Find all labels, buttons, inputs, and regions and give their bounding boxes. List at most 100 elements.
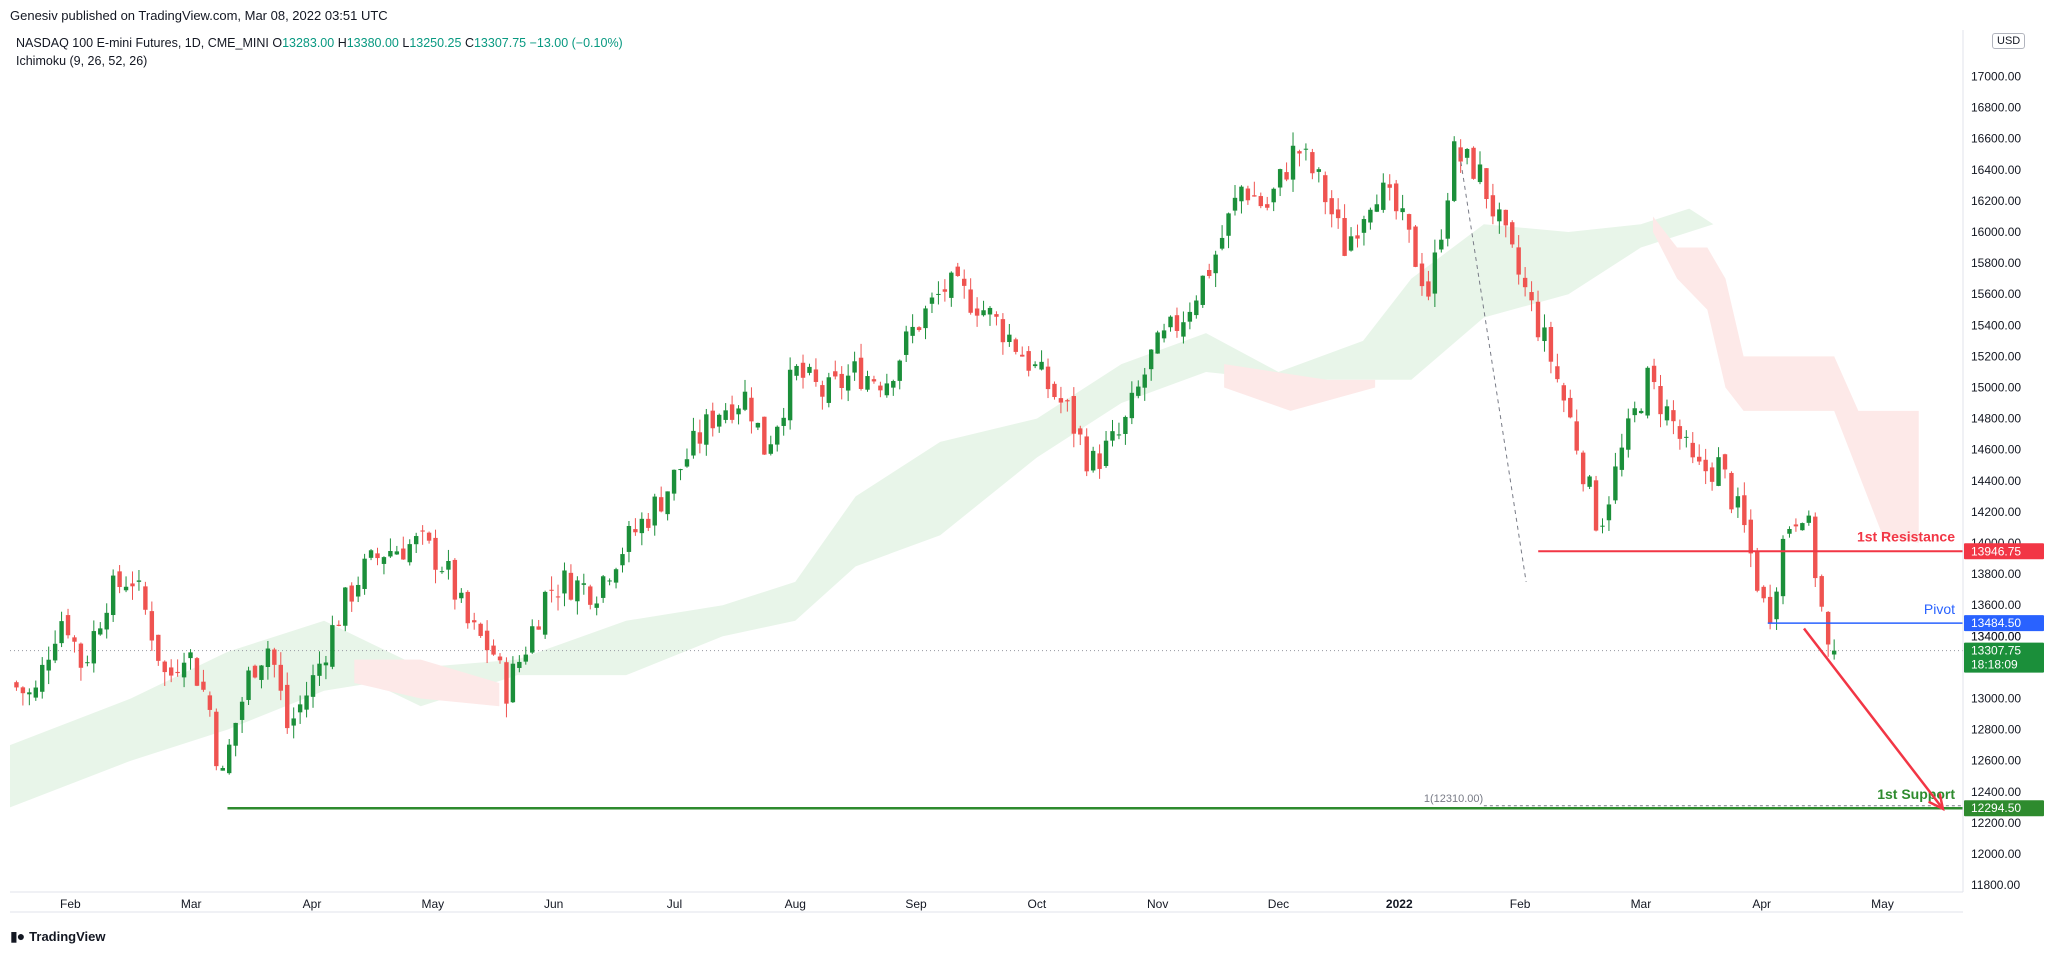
candle-body bbox=[413, 536, 419, 545]
candle bbox=[1020, 346, 1025, 357]
candle-body bbox=[98, 628, 103, 635]
candle-body bbox=[220, 768, 225, 771]
candle-body bbox=[1774, 591, 1779, 620]
candle bbox=[368, 549, 374, 561]
candle bbox=[1174, 307, 1180, 338]
time-axis-tick: Oct bbox=[1028, 897, 1047, 911]
candle bbox=[530, 619, 535, 654]
candle-body bbox=[1580, 452, 1586, 485]
candle bbox=[923, 305, 928, 340]
candle-body bbox=[1432, 252, 1438, 294]
candle bbox=[517, 655, 522, 673]
legend-line-1: NASDAQ 100 E-mini Futures, 1D, CME_MINI … bbox=[16, 34, 623, 52]
candle bbox=[878, 381, 883, 398]
candle bbox=[1548, 321, 1554, 374]
candle bbox=[1026, 346, 1031, 377]
tradingview-logo[interactable]: ▮● TradingView bbox=[10, 928, 106, 945]
candle bbox=[1239, 185, 1244, 214]
candle-body bbox=[1348, 236, 1354, 251]
candle bbox=[1406, 213, 1412, 243]
candle-body bbox=[523, 654, 528, 662]
candle bbox=[349, 582, 354, 612]
candle bbox=[1400, 194, 1405, 221]
candle-body bbox=[594, 603, 599, 608]
time-axis-tick: Feb bbox=[1510, 897, 1531, 911]
candle bbox=[259, 665, 264, 689]
candle bbox=[671, 469, 677, 501]
candle-body bbox=[349, 585, 354, 602]
candle-body bbox=[1219, 237, 1225, 249]
candle-body bbox=[736, 408, 741, 415]
candle-body bbox=[1226, 213, 1231, 236]
candle bbox=[1136, 380, 1141, 399]
fib-level-label: 1(12310.00) bbox=[1424, 793, 1483, 805]
time-axis-tick: Apr bbox=[1752, 897, 1771, 911]
time-axis-tick: 2022 bbox=[1386, 897, 1413, 911]
candle-body bbox=[317, 663, 322, 676]
candle-body bbox=[936, 293, 941, 295]
time-axis-tick: Dec bbox=[1268, 897, 1289, 911]
price-axis-tick: 12200.00 bbox=[1971, 816, 2021, 830]
indicator-name[interactable]: Ichimoku (9, 26, 52, 26) bbox=[16, 54, 148, 68]
candle bbox=[1013, 337, 1018, 355]
candle-body bbox=[1355, 235, 1360, 239]
candle bbox=[523, 646, 528, 665]
candle-body bbox=[478, 623, 483, 636]
support-price-badge-bg bbox=[1964, 800, 2044, 817]
candle bbox=[968, 278, 973, 315]
candle bbox=[98, 622, 103, 636]
candle-body bbox=[1090, 450, 1096, 471]
candle bbox=[1690, 432, 1695, 464]
candle-body bbox=[1613, 466, 1618, 501]
candle bbox=[252, 664, 258, 679]
candle bbox=[717, 413, 722, 433]
candle bbox=[1110, 419, 1115, 447]
candle-body bbox=[291, 718, 296, 726]
candle bbox=[59, 611, 64, 648]
candle-body bbox=[1477, 164, 1483, 183]
symbol-name[interactable]: NASDAQ 100 E-mini Futures, 1D, CME_MINI bbox=[16, 36, 269, 50]
candle-body bbox=[91, 631, 97, 664]
candle-body bbox=[987, 307, 993, 315]
candle bbox=[1368, 207, 1373, 230]
candle-body bbox=[149, 611, 155, 641]
candle-body bbox=[1722, 454, 1728, 470]
candle bbox=[1419, 252, 1425, 296]
candle-body bbox=[297, 704, 303, 713]
candle bbox=[1329, 190, 1334, 228]
candle-body bbox=[1020, 354, 1025, 357]
candle-body bbox=[1503, 209, 1508, 226]
currency-button[interactable]: USD bbox=[1992, 33, 2026, 49]
candle bbox=[1245, 185, 1251, 205]
candle-body bbox=[658, 497, 664, 512]
candle bbox=[1000, 313, 1006, 355]
candle-body bbox=[1123, 416, 1128, 434]
candle-body bbox=[156, 634, 161, 661]
candle-body bbox=[1084, 436, 1089, 472]
candle bbox=[678, 468, 683, 481]
candle-body bbox=[1116, 434, 1122, 436]
price-axis-tick: 14200.00 bbox=[1971, 505, 2021, 519]
candle-body bbox=[72, 637, 77, 642]
candle bbox=[336, 620, 342, 627]
candle-body bbox=[852, 361, 857, 373]
candle bbox=[794, 364, 799, 381]
change-value: −13.00 (−0.10%) bbox=[529, 36, 623, 50]
resistance-label: 1st Resistance bbox=[1857, 528, 1955, 544]
candle bbox=[1542, 314, 1547, 352]
symbol-legend: NASDAQ 100 E-mini Futures, 1D, CME_MINI … bbox=[16, 34, 623, 70]
candle-body bbox=[143, 586, 148, 610]
candle bbox=[459, 588, 464, 603]
candle bbox=[401, 536, 406, 560]
candle-body bbox=[1406, 214, 1412, 230]
candle-body bbox=[1548, 326, 1554, 362]
candle bbox=[1232, 185, 1238, 216]
candle-body bbox=[775, 426, 780, 445]
candle-body bbox=[787, 369, 793, 421]
candle-body bbox=[1767, 596, 1773, 624]
candle-body bbox=[1690, 442, 1695, 458]
candle bbox=[1168, 315, 1173, 332]
candle-body bbox=[1748, 519, 1753, 554]
candle-body bbox=[1032, 364, 1038, 367]
